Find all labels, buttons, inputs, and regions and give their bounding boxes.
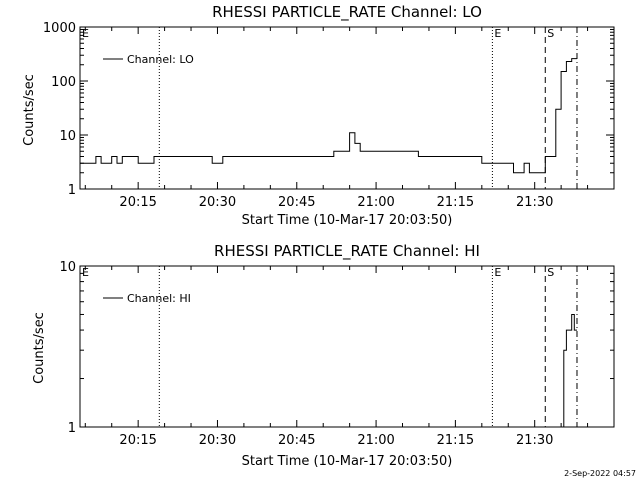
y-tick-label-hi: 1 xyxy=(68,421,76,436)
x-tick-label-hi: 20:15 xyxy=(119,433,156,448)
footer-timestamp: 2-Sep-2022 04:57 xyxy=(564,469,636,478)
series-line-hi xyxy=(561,314,577,428)
x-tick-label-lo: 21:00 xyxy=(357,195,394,210)
x-axis-label-hi: Start Time (10-Mar-17 20:03:50) xyxy=(242,454,453,469)
y-axis-label-lo: Counts/sec xyxy=(22,74,37,146)
series-line-lo xyxy=(80,58,577,174)
x-tick-label-lo: 20:45 xyxy=(278,195,315,210)
plot-frame-lo xyxy=(79,26,615,190)
x-tick-label-hi: 21:15 xyxy=(437,433,474,448)
x-tick-label-hi: 21:30 xyxy=(516,433,553,448)
chart-title-hi: RHESSI PARTICLE_RATE Channel: HI xyxy=(214,242,480,261)
y-tick-label-lo: 1000 xyxy=(43,21,76,36)
event-marker-label-hi: S xyxy=(547,266,554,279)
x-tick-label-lo: 21:15 xyxy=(437,195,474,210)
legend-label-lo: Channel: LO xyxy=(127,53,194,66)
event-marker-label-lo: S xyxy=(547,27,554,40)
y-tick-label-lo: 1 xyxy=(68,183,76,198)
x-axis-label-lo: Start Time (10-Mar-17 20:03:50) xyxy=(242,213,453,228)
event-marker-label-lo: E xyxy=(494,27,501,40)
panel-lo: RHESSI PARTICLE_RATE Channel: LO Counts/… xyxy=(22,3,615,228)
chart-title-lo: RHESSI PARTICLE_RATE Channel: LO xyxy=(212,3,482,22)
panel-hi: RHESSI PARTICLE_RATE Channel: HI Counts/… xyxy=(32,242,615,469)
y-tick-label-lo: 10 xyxy=(59,129,76,144)
y-tick-label-hi: 10 xyxy=(59,260,76,275)
legend-label-hi: Channel: HI xyxy=(127,292,191,305)
x-tick-label-hi: 21:00 xyxy=(357,433,394,448)
x-tick-label-hi: 20:45 xyxy=(278,433,315,448)
x-tick-label-lo: 21:30 xyxy=(516,195,553,210)
event-marker-label-hi: E xyxy=(82,266,89,279)
x-tick-label-lo: 20:30 xyxy=(199,195,236,210)
y-tick-label-lo: 100 xyxy=(51,75,76,90)
x-tick-label-hi: 20:30 xyxy=(199,433,236,448)
x-tick-label-lo: 20:15 xyxy=(119,195,156,210)
y-axis-label-hi: Counts/sec xyxy=(32,312,47,384)
event-marker-label-lo: E xyxy=(82,27,89,40)
event-marker-label-hi: E xyxy=(494,266,501,279)
plot-frame-hi xyxy=(79,265,615,428)
